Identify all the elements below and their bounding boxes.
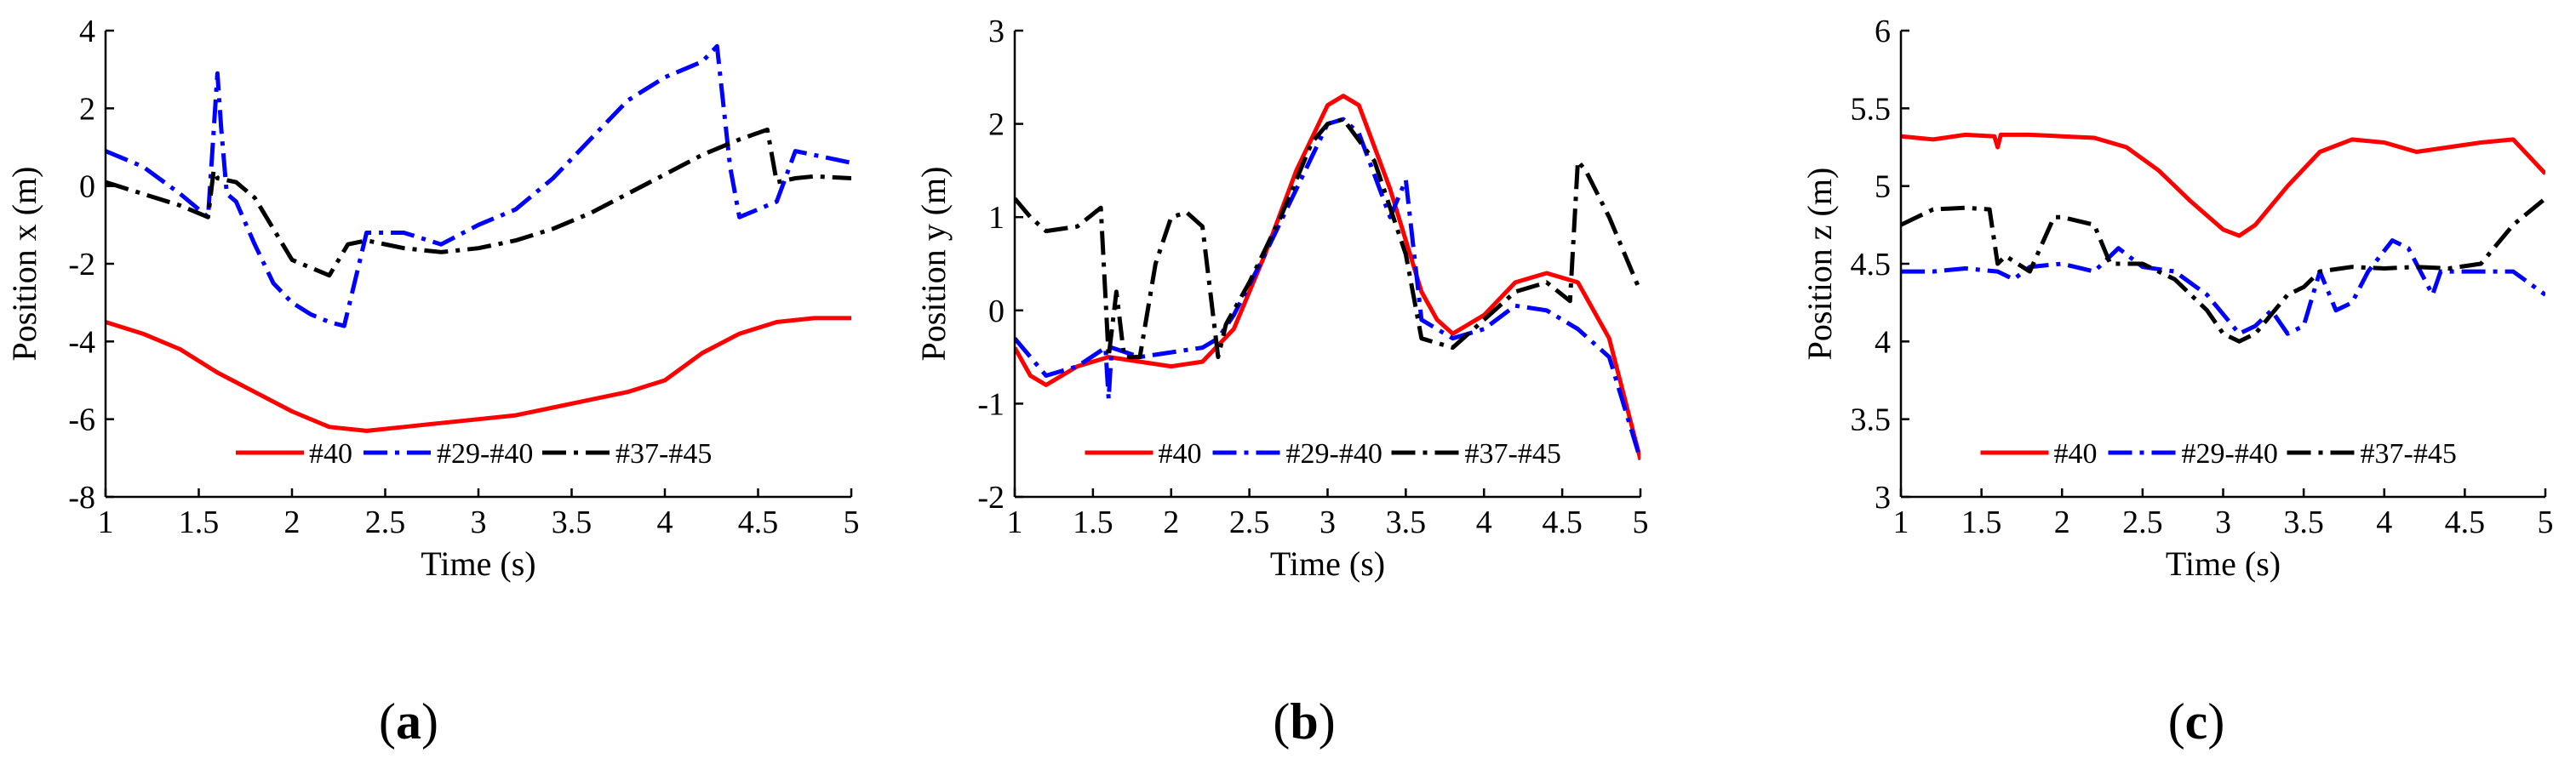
legend-label: #29-#40 (437, 438, 533, 470)
x-tick-label: 4.5 (1542, 505, 1583, 540)
x-tick-label: 2 (284, 505, 301, 540)
y-tick-label: 5.5 (1851, 91, 1892, 127)
legend-label: #40 (1159, 438, 1202, 470)
series-line-29_40 (106, 43, 851, 328)
x-tick-label: 5 (2538, 505, 2554, 540)
x-tick-label: 1 (98, 505, 114, 540)
x-tick-label: 2.5 (2122, 505, 2163, 540)
series-line-37_45 (1015, 117, 1640, 360)
y-tick-label: 2 (79, 91, 95, 127)
y-tick-label: 3 (1875, 480, 1891, 516)
legend-label: #29-#40 (1286, 438, 1382, 470)
x-tick-label: 4 (1476, 505, 1492, 540)
x-tick-label: 2 (1163, 505, 1179, 540)
y-tick-label: 4.5 (1851, 247, 1892, 282)
series-line-40 (1015, 94, 1640, 460)
legend-label: #37-#45 (1465, 438, 1561, 470)
panel-label-letter: a (396, 693, 421, 750)
y-tick-label: 4 (79, 14, 95, 49)
y-tick-label: 5 (1875, 169, 1891, 205)
x-tick-label: 3 (2215, 505, 2231, 540)
series-line-40 (106, 316, 851, 433)
y-tick-label: 0 (988, 294, 1005, 329)
x-tick-label: 3.5 (552, 505, 592, 540)
panel-label-close-paren: ) (1319, 693, 1336, 750)
x-tick-label: 5 (844, 505, 860, 540)
panel-label-open-paren: ( (1273, 693, 1290, 750)
series-line-29_40 (1015, 117, 1640, 460)
panel-label-open-paren: ( (2168, 693, 2185, 750)
y-tick-label: 2 (988, 107, 1005, 143)
panel-b: 1 1.5 2 2.5 3 3.5 4 4.5 5 -2 -1 0 1 2 3 Time (s) Positio… (914, 14, 1649, 750)
legend: #40 #29-#40 #37-#45 (1085, 438, 1561, 470)
x-tick-label: 2 (2054, 505, 2070, 540)
x-tick-label: 1.5 (1073, 505, 1113, 540)
panel-a: 1 1.5 2 2.5 3 3.5 4 4.5 5 -8 -6 -4 -2 0 2 4 Time (s) Posi… (5, 14, 860, 750)
y-tick-label: -1 (977, 386, 1005, 422)
panel-label: (a) (379, 693, 438, 750)
panel-label-open-paren: ( (379, 693, 396, 750)
y-tick-label: -6 (68, 402, 95, 438)
x-tick-label: 3.5 (2283, 505, 2324, 540)
series-line-29_40 (1901, 238, 2545, 336)
panel-label-close-paren: ) (2207, 693, 2224, 750)
x-tick-label: 4.5 (2445, 505, 2486, 540)
panel-label-close-paren: ) (421, 693, 438, 750)
x-tick-label: 3.5 (1386, 505, 1427, 540)
x-axis-title: Time (s) (2166, 545, 2281, 583)
x-axis-title: Time (s) (1270, 545, 1385, 583)
panel-label-letter: b (1290, 693, 1318, 750)
panel-label: (c) (2168, 693, 2225, 750)
y-tick-label: 3 (988, 14, 1005, 49)
y-tick-label: -2 (977, 480, 1005, 516)
x-tick-label: 4 (2376, 505, 2392, 540)
legend: #40 #29-#40 #37-#45 (236, 438, 712, 470)
series-line-40 (1901, 132, 2545, 238)
y-tick-label: -8 (68, 480, 95, 516)
y-tick-label: 0 (79, 169, 95, 205)
legend-label: #37-#45 (2361, 438, 2457, 470)
y-tick-label: -4 (68, 324, 95, 360)
panel-label: (b) (1273, 693, 1335, 750)
y-tick-label: 3.5 (1851, 402, 1892, 438)
x-tick-label: 5 (1633, 505, 1649, 540)
y-axis-title: Position x (m) (5, 167, 43, 362)
x-tick-label: 1.5 (1961, 505, 2002, 540)
x-tick-label: 2.5 (365, 505, 406, 540)
legend-label: #40 (2054, 438, 2098, 470)
x-tick-label: 2.5 (1229, 505, 1270, 540)
x-tick-label: 3 (1319, 505, 1336, 540)
y-tick-label: -2 (68, 247, 95, 282)
y-axis-title: Position y (m) (914, 167, 953, 362)
y-axis-title: Position z (m) (1800, 168, 1839, 361)
x-tick-label: 3 (471, 505, 487, 540)
y-tick-label: 1 (988, 200, 1005, 236)
x-tick-label: 4.5 (738, 505, 779, 540)
legend: #40 #29-#40 #37-#45 (1980, 438, 2457, 470)
x-tick-label: 1 (1893, 505, 1909, 540)
series-line-37_45 (1901, 197, 2545, 344)
y-tick-label: 6 (1875, 14, 1891, 49)
y-tick-label: 4 (1875, 324, 1891, 360)
legend-label: #29-#40 (2182, 438, 2278, 470)
legend-label: #37-#45 (615, 438, 712, 470)
x-axis-title: Time (s) (421, 545, 535, 583)
legend-label: #40 (309, 438, 352, 470)
panel-c: 1 1.5 2 2.5 3 3.5 4 4.5 5 3 3.5 4 4.5 5 5.5 6 Time (s) Po… (1800, 14, 2554, 750)
x-tick-label: 1 (1007, 505, 1023, 540)
series-line-37_45 (106, 127, 851, 278)
x-tick-label: 1.5 (179, 505, 220, 540)
x-tick-label: 4 (657, 505, 673, 540)
panel-label-letter: c (2185, 693, 2208, 750)
